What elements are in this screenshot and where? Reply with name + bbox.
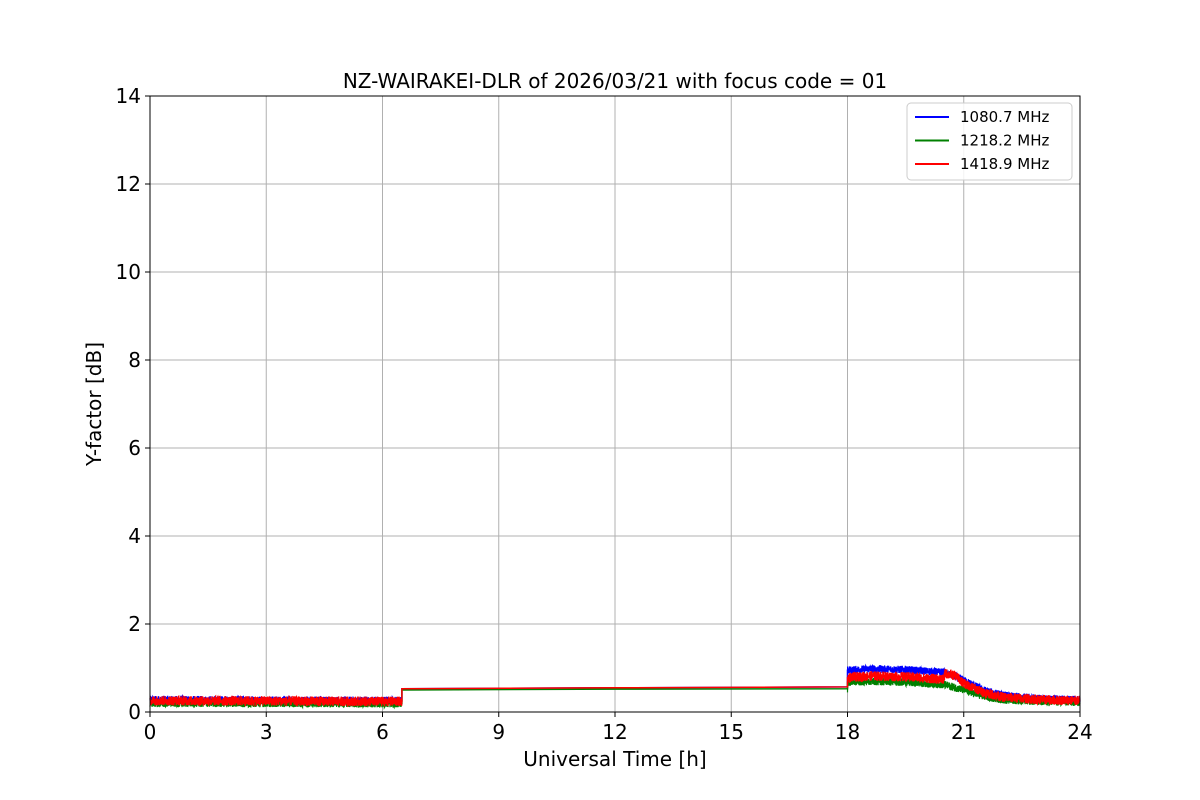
y-tick-label: 0 (128, 700, 141, 724)
x-axis-label: Universal Time [h] (523, 747, 706, 771)
series-noise-trace (149, 694, 403, 708)
x-tick-label: 18 (835, 720, 860, 744)
series-noise-trace (846, 668, 1081, 707)
y-tick-label: 2 (128, 612, 141, 636)
x-tick-label: 21 (951, 720, 976, 744)
x-tick-label: 15 (719, 720, 744, 744)
y-tick-label: 14 (116, 84, 141, 108)
legend-label: 1418.9 MHz (960, 155, 1049, 173)
chart-title: NZ-WAIRAKEI-DLR of 2026/03/21 with focus… (343, 69, 887, 93)
legend-label: 1080.7 MHz (960, 108, 1049, 126)
x-tick-label: 6 (376, 720, 389, 744)
legend: 1080.7 MHz 1218.2 MHz 1418.9 MHz (906, 102, 1073, 181)
y-tick-label: 12 (116, 172, 141, 196)
y-tick-label: 8 (128, 348, 141, 372)
y-axis-label: Y-factor [dB] (82, 342, 106, 467)
y-tick-label: 4 (128, 524, 141, 548)
legend-label: 1218.2 MHz (960, 132, 1049, 150)
x-tick-label: 12 (602, 720, 627, 744)
x-tick-label: 9 (492, 720, 505, 744)
x-tick-label: 0 (144, 720, 157, 744)
x-tick-label: 3 (260, 720, 273, 744)
series-layer (149, 663, 1081, 710)
x-tick-label: 24 (1067, 720, 1092, 744)
y-tick-label: 10 (116, 260, 141, 284)
y-tick-label: 6 (128, 436, 141, 460)
legend-box (906, 102, 1073, 181)
series-1418-9-mhz (149, 668, 1081, 708)
